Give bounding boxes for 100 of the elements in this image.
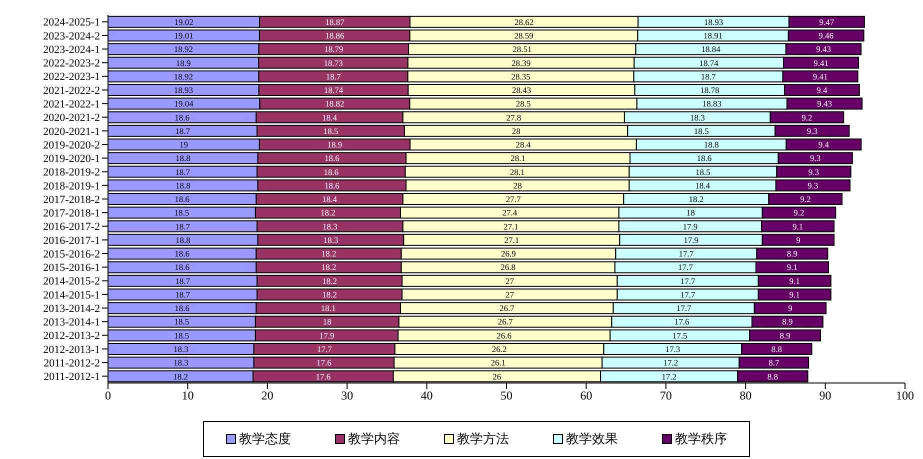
- y-tick-label: 2013-2014-1: [43, 316, 100, 329]
- x-tick-label: 20: [261, 388, 274, 403]
- x-tick-label: 30: [341, 388, 354, 403]
- data-label: 18.8: [175, 180, 190, 190]
- data-label: 27.7: [506, 194, 521, 204]
- data-label: 27: [505, 289, 514, 300]
- data-label: 8.8: [767, 371, 778, 382]
- data-label: 18.7: [175, 166, 190, 177]
- y-tick-label: 2023-2024-2: [43, 30, 100, 42]
- y-tick-label: 2018-2019-1: [43, 180, 100, 192]
- y-tick-label: 2016-2017-1: [43, 234, 100, 247]
- data-label: 18.74: [699, 58, 720, 68]
- data-label: 26.2: [492, 344, 507, 354]
- data-label: 19.04: [174, 98, 194, 109]
- data-label: 18.7: [175, 289, 190, 300]
- data-label: 18.2: [321, 248, 336, 259]
- data-label: 18.6: [174, 262, 190, 272]
- data-label: 28.1: [510, 153, 526, 164]
- data-label: 17.2: [662, 371, 677, 382]
- data-label: 9.43: [817, 98, 832, 109]
- data-label: 18.6: [324, 153, 340, 164]
- data-label: 18.2: [322, 276, 338, 286]
- data-label: 18.78: [700, 85, 720, 96]
- y-tick-label: 2020-2021-1: [43, 126, 100, 138]
- legend-label: 教学秩序: [675, 431, 727, 448]
- data-label: 18.7: [700, 71, 716, 82]
- data-label: 18.74: [324, 85, 344, 96]
- data-label: 18.6: [174, 303, 190, 314]
- data-label: 26.7: [498, 316, 513, 327]
- data-label: 18.82: [325, 98, 344, 109]
- data-label: 9.41: [812, 71, 828, 82]
- y-tick-label: 2018-2019-2: [43, 166, 100, 179]
- data-label: 18.8: [175, 153, 190, 164]
- data-label: 18.6: [174, 194, 190, 204]
- data-label: 18.5: [174, 330, 190, 340]
- data-label: 17.2: [663, 358, 678, 368]
- data-label: 9.1: [792, 221, 804, 232]
- data-label: 18.86: [325, 30, 344, 41]
- x-tick-label: 10: [182, 388, 194, 403]
- y-tick-label: 2022-2023-1: [43, 71, 100, 84]
- data-label: 18.73: [324, 58, 343, 68]
- data-label: 18.5: [696, 166, 710, 177]
- data-label: 17.7: [680, 289, 696, 300]
- data-label: 18.4: [695, 180, 711, 190]
- y-tick-label: 2013-2014-2: [43, 302, 100, 315]
- x-tick-label: 0: [105, 388, 111, 403]
- data-label: 18.7: [326, 71, 341, 82]
- data-label: 28.59: [514, 30, 534, 41]
- data-label: 17.7: [678, 262, 693, 272]
- legend-label: 教学内容: [348, 431, 400, 448]
- data-label: 9.3: [806, 126, 818, 136]
- data-label: 18.5: [174, 208, 190, 218]
- data-label: 9.43: [816, 44, 831, 54]
- data-label: 9.47: [819, 16, 834, 27]
- data-label: 18.92: [174, 71, 193, 82]
- data-label: 26.7: [499, 303, 514, 314]
- data-label: 18.6: [324, 166, 339, 177]
- y-tick-label: 2017-2018-1: [43, 208, 100, 220]
- data-label: 18.4: [322, 112, 338, 122]
- data-label: 9.46: [818, 30, 834, 41]
- data-label: 8.8: [771, 344, 782, 354]
- data-label: 18.93: [174, 85, 193, 96]
- data-label: 9.2: [800, 194, 811, 204]
- data-label: 28.39: [511, 58, 531, 68]
- data-label: 8.9: [780, 330, 790, 340]
- data-label: 18.7: [175, 276, 190, 286]
- data-label: 17.3: [665, 344, 680, 354]
- y-tick-label: 2012-2013-1: [43, 344, 100, 356]
- data-label: 18.91: [703, 30, 723, 41]
- data-label: 9.2: [802, 112, 812, 122]
- y-tick-label: 2017-2018-2: [43, 194, 100, 206]
- y-tick-label: 2022-2023-2: [43, 58, 100, 70]
- data-label: 18.6: [174, 248, 190, 259]
- data-label: 17.6: [316, 371, 331, 382]
- data-label: 9: [788, 303, 792, 314]
- data-label: 18.7: [175, 126, 190, 136]
- y-tick-label: 2021-2022-1: [43, 98, 100, 110]
- data-label: 18.2: [173, 371, 188, 382]
- legend-label: 教学效果: [566, 431, 618, 448]
- data-label: 8.9: [786, 248, 798, 259]
- data-label: 17.7: [676, 303, 692, 314]
- data-label: 17.7: [316, 344, 332, 354]
- x-tick-label: 90: [819, 388, 832, 403]
- data-label: 9.4: [818, 140, 830, 150]
- data-label: 18.6: [324, 180, 340, 190]
- data-label: 27.1: [504, 234, 520, 245]
- data-label: 28.35: [511, 71, 530, 82]
- data-label: 26.8: [500, 262, 516, 272]
- data-label: 26.6: [496, 330, 512, 340]
- data-label: 18.2: [320, 208, 336, 218]
- data-label: 18.6: [696, 153, 712, 164]
- data-label: 9.1: [789, 289, 800, 300]
- data-label: 18.93: [704, 16, 724, 27]
- x-tick-label: 80: [740, 388, 752, 403]
- data-label: 28.62: [514, 16, 534, 27]
- data-label: 28.51: [512, 44, 532, 54]
- data-label: 26.1: [490, 358, 506, 368]
- data-label: 18.3: [690, 112, 705, 122]
- data-label: 17.7: [678, 248, 694, 259]
- y-tick-label: 2024-2025-1: [43, 16, 100, 29]
